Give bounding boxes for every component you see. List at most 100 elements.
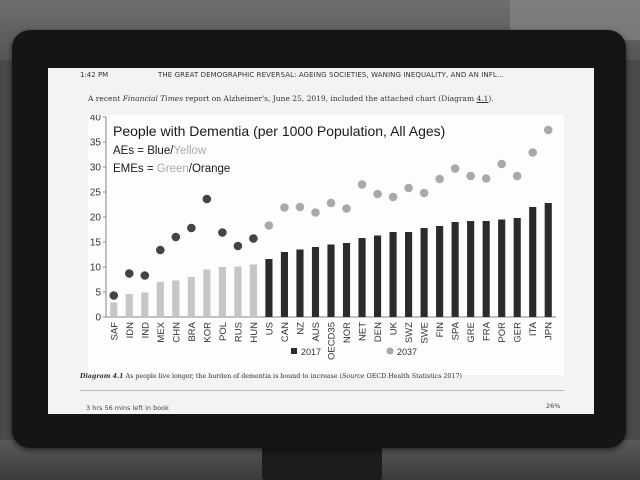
y-tick-label: 5 xyxy=(95,288,101,299)
x-tick-label: KOR xyxy=(202,322,213,343)
x-tick-label: FRA xyxy=(482,321,493,341)
intro-post: ). xyxy=(488,94,494,103)
bar-2017-hun xyxy=(249,264,257,317)
annotation-aes: AEs = Blue/Yellow xyxy=(113,145,207,157)
x-tick-label: GER xyxy=(513,322,524,343)
dot-2037-jpn xyxy=(543,125,553,135)
chart-legend: 2017 2037 xyxy=(291,347,417,357)
legend-swatch-2017 xyxy=(291,348,297,354)
dot-2037-oecd35 xyxy=(326,198,336,208)
annotation-emes-a: Green xyxy=(157,163,189,175)
dot-2037-bra xyxy=(187,223,196,233)
x-tick-label: US xyxy=(264,322,275,335)
chart-image: 0 5 10 15 20 25 30 35 40 SAF IDN IND MEX CHN BRA KOR POL… xyxy=(88,113,564,375)
intro-paragraph: A recent Financial Times report on Alzhe… xyxy=(88,94,494,103)
annotation-emes-sep: / xyxy=(189,163,193,175)
bar-2017-ind xyxy=(141,292,149,317)
x-tick-label: IND xyxy=(140,322,151,339)
dot-2037-us xyxy=(264,221,274,230)
x-tick-label: DEN xyxy=(373,322,384,342)
bar-2017-aus xyxy=(311,247,320,317)
time-left-in-book: 3 hrs 56 mins left in book xyxy=(86,404,169,412)
tablet-stand xyxy=(262,446,382,480)
dot-2037-fra xyxy=(481,174,491,183)
dot-2037-aus xyxy=(311,208,320,217)
bar-2017-rus xyxy=(234,266,242,317)
x-tick-label: GRE xyxy=(466,322,477,343)
dot-2037-idn xyxy=(124,269,134,278)
dot-2037-saf xyxy=(109,291,119,300)
dot-2037-ita xyxy=(528,148,538,157)
caption-label: Diagram 4.1 xyxy=(80,373,124,380)
bar-2017-bra xyxy=(187,277,195,317)
dot-2037-gre xyxy=(466,171,475,181)
dot-2037-pol xyxy=(218,228,227,237)
legend-label-2037: 2037 xyxy=(397,347,417,357)
y-tick-label: 0 xyxy=(95,313,101,324)
x-tick-label: NOR xyxy=(342,322,353,343)
intro-mid: report on Alzheimer's, June 25, 2019, in… xyxy=(183,94,477,103)
dot-2037-kor xyxy=(202,194,212,204)
x-tick-label: SWZ xyxy=(404,322,415,343)
annotation-aes-prefix: AEs = xyxy=(113,145,147,157)
x-tick-label: UK xyxy=(389,321,400,335)
y-tick-label: 20 xyxy=(90,213,102,224)
bar-2017-kor xyxy=(203,269,211,317)
dot-2037-mex xyxy=(156,245,165,255)
x-tick-label: NET xyxy=(358,322,369,341)
y-tick-label: 30 xyxy=(90,163,102,174)
bar-2017-swe xyxy=(420,228,428,317)
bar-2017-net xyxy=(358,238,366,317)
x-tick-label: POR xyxy=(497,322,508,343)
dementia-chart: 0 5 10 15 20 25 30 35 40 SAF IDN IND MEX CHN BRA KOR POL… xyxy=(90,113,556,360)
bar-2017-mex xyxy=(156,282,164,317)
bar-2017-swz xyxy=(405,232,413,317)
annotation-aes-b: Yellow xyxy=(173,145,207,157)
x-tick-label: MEX xyxy=(156,321,167,342)
bar-2017-gre xyxy=(467,221,475,317)
x-tick-label: BRA xyxy=(187,321,198,341)
x-tick-label: SAF xyxy=(109,322,120,341)
dot-2037-den xyxy=(373,189,382,199)
dot-2037-nor xyxy=(342,204,351,213)
annotation-aes-a: Blue xyxy=(147,145,170,157)
annotation-aes-sep: / xyxy=(170,145,174,157)
y-tick-label: 25 xyxy=(90,188,102,199)
x-tick-label: AUS xyxy=(311,322,322,342)
x-tick-label: ITA xyxy=(528,321,539,336)
dot-2037-por xyxy=(497,159,506,169)
dot-2037-net xyxy=(357,180,367,189)
dot-2037-hun xyxy=(249,234,258,243)
x-tick-label: CAN xyxy=(280,322,291,342)
dot-2037-spa xyxy=(450,164,460,173)
x-tick-label: NZ xyxy=(295,322,306,335)
ebook-screen[interactable]: 1:42 PM THE GREAT DEMOGRAPHIC REVERSAL: … xyxy=(48,68,594,414)
bar-2017-por xyxy=(498,219,506,317)
dot-2037-ind xyxy=(140,271,150,280)
bar-2017-idn xyxy=(125,294,133,317)
y-tick-label: 15 xyxy=(90,238,102,249)
x-tick-label: POL xyxy=(218,322,229,341)
annotation-emes-b: Orange xyxy=(192,163,230,175)
y-tick-label: 35 xyxy=(90,138,102,149)
status-time: 1:42 PM xyxy=(80,71,109,79)
x-tick-label: SPA xyxy=(451,321,462,340)
bar-2017-ita xyxy=(529,207,537,317)
bar-2017-fra xyxy=(482,221,490,317)
bar-2017-saf xyxy=(110,302,118,317)
footer-divider xyxy=(80,390,564,391)
dot-2037-fin xyxy=(435,174,444,184)
caption-source-label: Source xyxy=(342,373,365,380)
bar-2017-spa xyxy=(451,222,459,317)
x-tick-label: HUN xyxy=(249,322,260,343)
dot-2037-uk xyxy=(388,192,398,202)
bar-2017-us xyxy=(265,259,273,317)
bar-2017-ger xyxy=(513,218,521,317)
x-tick-label: CHN xyxy=(171,322,182,343)
diagram-link[interactable]: 4.1 xyxy=(476,94,489,103)
reading-progress: 26% xyxy=(546,402,561,410)
intro-source: Financial Times xyxy=(122,94,184,103)
dot-2037-swe xyxy=(419,188,429,198)
bar-2017-den xyxy=(373,235,382,317)
y-tick-label: 10 xyxy=(90,263,102,274)
